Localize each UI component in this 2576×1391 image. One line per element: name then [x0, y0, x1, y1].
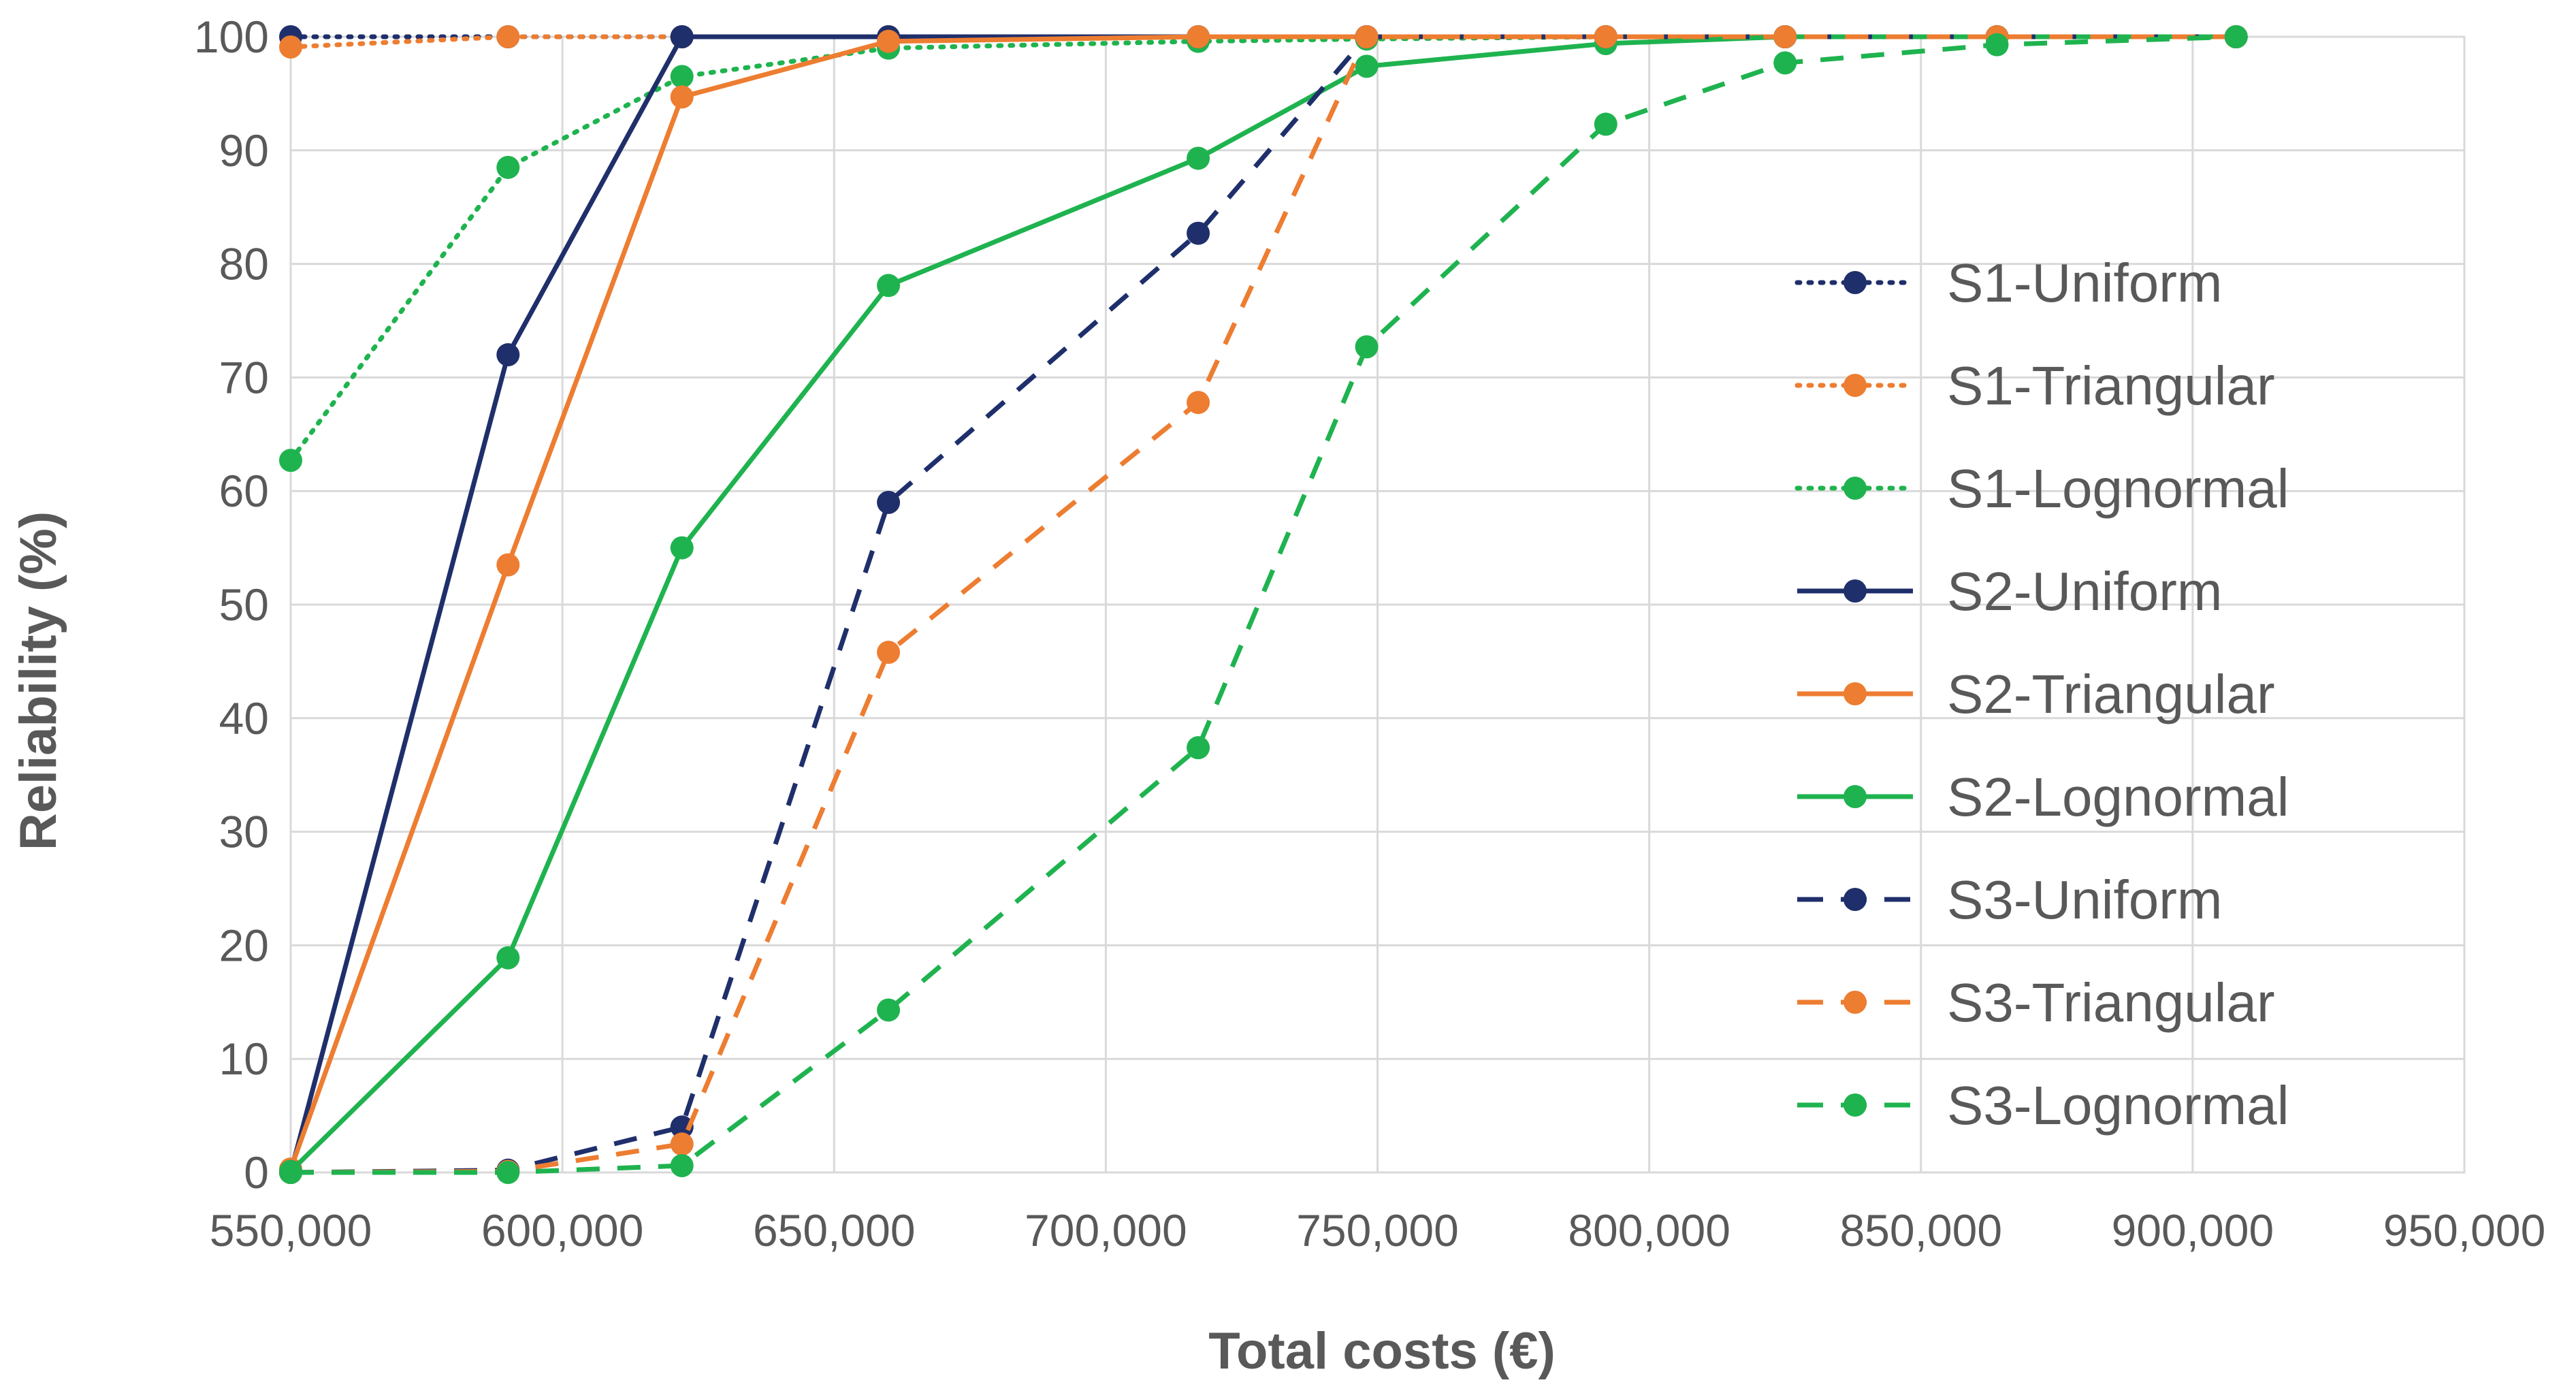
data-point [670, 25, 694, 48]
data-point [1187, 736, 1210, 760]
legend-item: S1-Uniform [1794, 253, 2223, 313]
y-tick-label: 30 [219, 807, 269, 857]
legend-label: S3-Triangular [1947, 972, 2275, 1033]
data-point [2224, 25, 2248, 48]
data-point [670, 1153, 694, 1177]
legend-label: S2-Lognormal [1947, 767, 2289, 827]
legend-marker [1844, 579, 1867, 603]
legend-item: S1-Lognormal [1794, 458, 2289, 519]
data-point [1773, 51, 1797, 75]
data-point [1594, 112, 1617, 136]
x-tick-label: 800,000 [1568, 1205, 1730, 1256]
x-tick-label: 700,000 [1025, 1205, 1187, 1256]
y-tick-label: 70 [219, 352, 269, 402]
legend-label: S1-Uniform [1947, 253, 2223, 313]
legend-marker [1844, 374, 1867, 397]
data-point [1985, 33, 2009, 57]
data-point [496, 553, 520, 577]
data-point [1594, 25, 1617, 48]
data-point [279, 1161, 302, 1184]
y-tick-label: 60 [219, 466, 269, 516]
legend-marker [1844, 991, 1867, 1014]
x-tick-label: 600,000 [481, 1205, 644, 1256]
series-line [288, 34, 2239, 463]
series-line [290, 34, 2236, 1175]
y-tick-label: 100 [194, 12, 269, 62]
y-tick-label: 0 [244, 1147, 269, 1198]
x-tick-label: 950,000 [2383, 1205, 2546, 1256]
y-axis-title: Reliability (%) [10, 511, 67, 850]
data-point [877, 29, 901, 53]
legend-item: S1-Triangular [1794, 355, 2275, 416]
legend-item: S3-Lognormal [1797, 1075, 2289, 1136]
legend-item: S2-Uniform [1797, 561, 2223, 622]
legend-item: S2-Triangular [1797, 664, 2275, 724]
data-point [1187, 391, 1210, 415]
data-point [496, 343, 520, 367]
x-tick-label: 550,000 [210, 1205, 372, 1256]
legend-label: S1-Lognormal [1947, 458, 2289, 519]
x-axis-title: Total costs (€) [1208, 1322, 1556, 1380]
y-tick-label: 90 [219, 125, 269, 176]
data-point [1187, 25, 1210, 48]
legend-marker [1844, 271, 1867, 294]
legend-label: S3-Lognormal [1947, 1075, 2289, 1136]
data-point [1187, 221, 1210, 245]
x-tick-label: 900,000 [2112, 1205, 2274, 1256]
data-point [670, 65, 694, 89]
y-tick-label: 50 [219, 579, 269, 630]
y-tick-label: 20 [219, 920, 269, 970]
legend-label: S2-Uniform [1947, 561, 2223, 622]
data-point [496, 946, 520, 970]
data-point [1773, 25, 1797, 48]
y-tick-label: 80 [219, 239, 269, 289]
data-point [670, 1132, 694, 1156]
data-point [496, 25, 520, 48]
legend-label: S1-Triangular [1947, 355, 2275, 416]
legend-item: S2-Lognormal [1797, 767, 2289, 827]
series-line [291, 34, 2236, 1175]
data-point [1187, 146, 1210, 170]
data-point [877, 641, 901, 665]
data-point [496, 155, 520, 179]
data-point [670, 1115, 694, 1139]
legend-marker [1844, 785, 1867, 808]
data-point [670, 536, 694, 560]
x-tick-label: 750,000 [1296, 1205, 1459, 1256]
data-point [279, 35, 302, 59]
data-point [670, 85, 694, 109]
data-point [1355, 335, 1379, 359]
legend-label: S2-Triangular [1947, 664, 2275, 724]
legend-label: S3-Uniform [1947, 869, 2223, 930]
x-tick-label: 850,000 [1839, 1205, 2002, 1256]
series-lines [279, 25, 2248, 1184]
data-point [1355, 54, 1379, 78]
data-point [496, 1161, 520, 1184]
data-point [877, 490, 901, 514]
legend-marker [1844, 888, 1867, 911]
data-point [877, 274, 901, 298]
legend-marker [1844, 682, 1867, 705]
y-tick-label: 10 [219, 1034, 269, 1084]
data-point [279, 449, 302, 473]
legend: S1-Uniform S1-Triangular S1-Lognormal S2-Un… [1794, 253, 2289, 1136]
data-point [1355, 25, 1379, 48]
series-line [288, 34, 2236, 1170]
legend-marker [1844, 1093, 1867, 1117]
tick-labels: 0 10 20 30 40 50 60 70 80 90 100 550,000 600,000 650,… [194, 12, 2545, 1256]
legend-marker [1844, 477, 1867, 500]
y-tick-label: 40 [219, 693, 269, 744]
data-point [877, 998, 901, 1022]
x-tick-label: 650,000 [753, 1205, 916, 1256]
series-s3-lognormal [279, 25, 2248, 1184]
legend-item: S3-Uniform [1797, 869, 2223, 930]
legend-item: S3-Triangular [1797, 972, 2275, 1033]
